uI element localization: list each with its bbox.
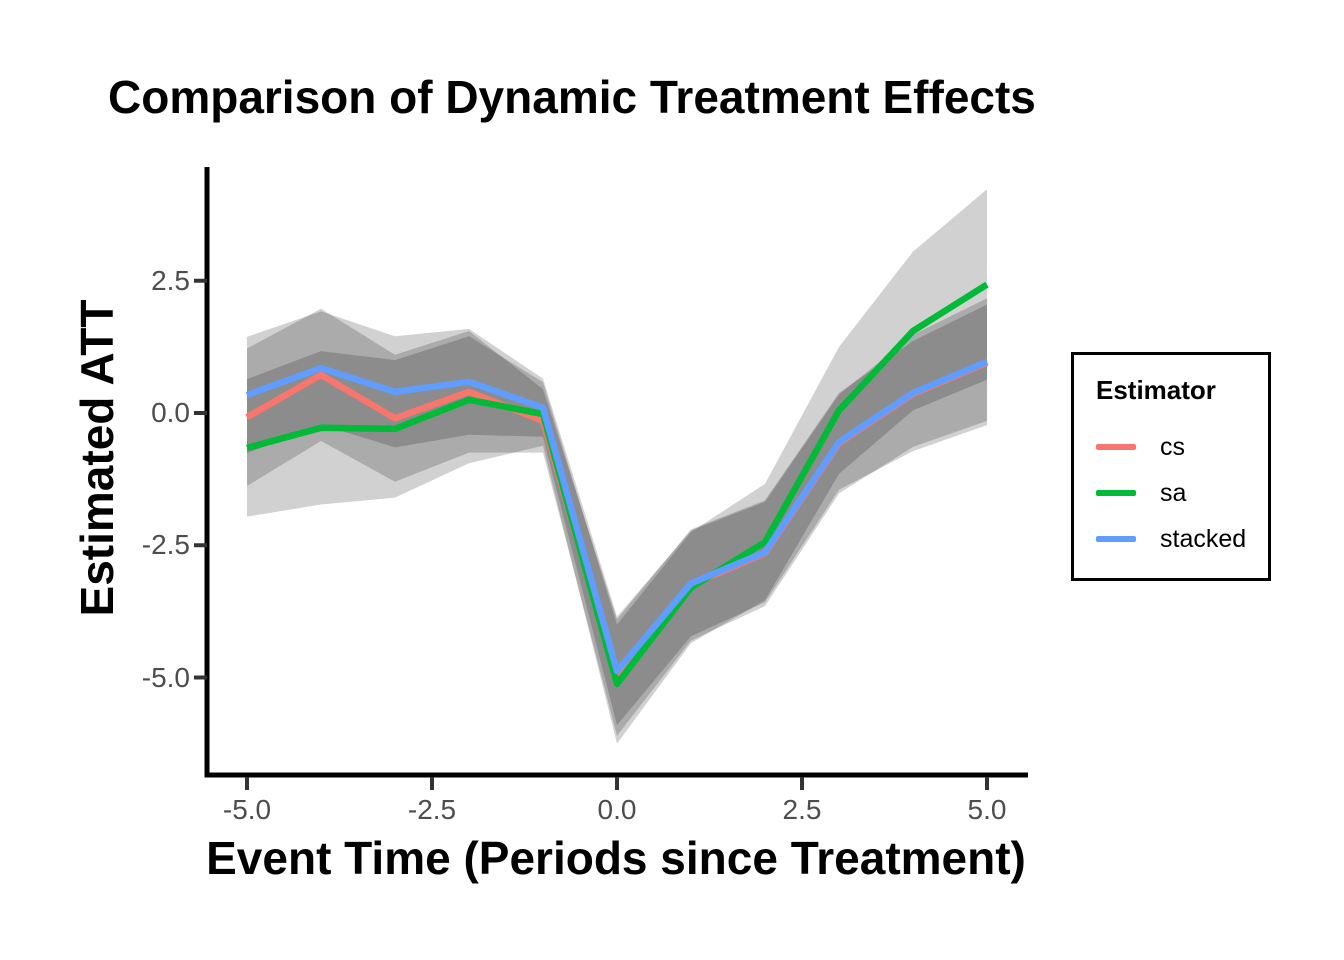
legend-item-stacked: stacked <box>1096 516 1268 562</box>
chart-title: Comparison of Dynamic Treatment Effects <box>108 71 1036 123</box>
series-line-stacked <box>245 358 989 675</box>
y-axis-title: Estimated ATT <box>71 299 123 617</box>
legend-item-cs: cs <box>1096 424 1268 470</box>
y-tick-label: 2.5 <box>151 264 190 296</box>
x-tick-label: 5.0 <box>967 794 1007 825</box>
legend-key-stacked-line <box>1096 536 1136 542</box>
legend-key-sa-line <box>1096 490 1136 496</box>
series-line-sa <box>246 281 989 688</box>
legend-box: Estimator cs sa stacked <box>1071 352 1271 581</box>
ci-ribbon-sa <box>247 189 987 744</box>
legend-item-sa: sa <box>1096 470 1268 516</box>
x-tick-label: -5.0 <box>222 794 272 825</box>
x-tick-label: 2.5 <box>782 794 822 825</box>
legend-label-sa: sa <box>1160 478 1187 507</box>
y-tick-label: -5.0 <box>141 661 190 693</box>
x-axis-title: Event Time (Periods since Treatment) <box>206 832 1026 884</box>
y-tick-label: -2.5 <box>141 529 190 561</box>
x-tick-label: -2.5 <box>407 794 457 825</box>
x-tick-label: 0.0 <box>597 794 637 825</box>
legend-label-cs: cs <box>1160 432 1185 461</box>
legend-title: Estimator <box>1096 375 1216 405</box>
legend-label-stacked: stacked <box>1160 524 1247 553</box>
legend-key-cs-line <box>1096 444 1136 450</box>
y-tick-label: 0.0 <box>151 397 190 428</box>
